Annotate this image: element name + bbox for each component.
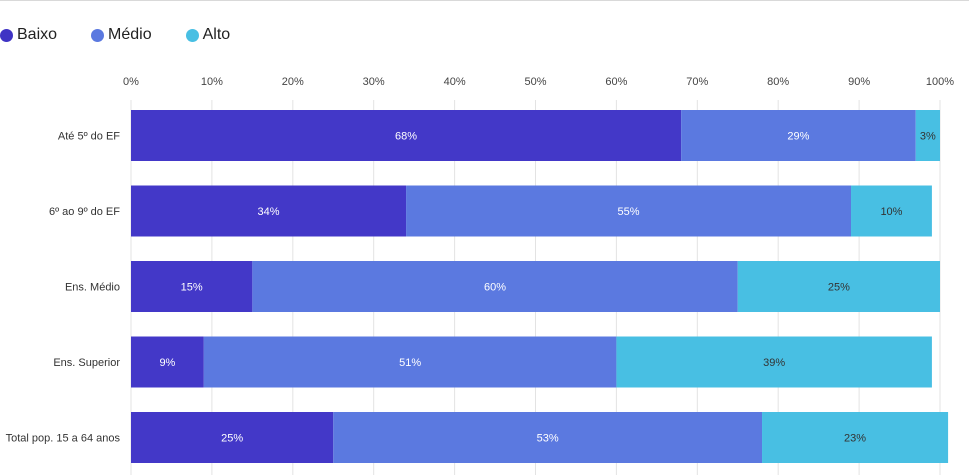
bar-segment [131, 185, 407, 237]
bar-segment [762, 412, 949, 463]
data-label: 3% [920, 131, 936, 143]
bar-segment [203, 336, 617, 388]
x-tick-label: 90% [848, 76, 870, 88]
bar-segment [851, 185, 932, 237]
bar-segment [333, 412, 763, 463]
x-tick-label: 60% [605, 76, 627, 88]
data-label: 9% [159, 357, 175, 369]
bar-segment [681, 110, 916, 161]
data-label: 25% [221, 433, 243, 445]
data-label: 34% [258, 206, 280, 218]
bar-segment [616, 336, 932, 388]
bar-segment [406, 185, 852, 237]
top-divider [0, 0, 969, 1]
chart-legend: Baixo Médio Alto [0, 24, 264, 46]
x-tick-label: 10% [201, 76, 223, 88]
bar-segment [131, 261, 253, 312]
x-tick-label: 80% [767, 76, 789, 88]
bar-segment [252, 261, 738, 312]
legend-item-baixo[interactable]: Baixo [0, 26, 57, 44]
x-tick-label: 0% [123, 76, 139, 88]
legend-item-alto[interactable]: Alto [185, 26, 231, 44]
x-tick-label: 100% [926, 76, 954, 88]
bar-segment [131, 412, 334, 463]
bar-segment [131, 336, 204, 388]
category-label: Ens. Superior [53, 357, 120, 369]
data-label: 23% [844, 433, 866, 445]
legend-marker-baixo [0, 28, 13, 42]
data-label: 25% [828, 282, 850, 294]
legend-marker-alto [185, 28, 199, 42]
category-label: Até 5º do EF [58, 131, 120, 143]
x-tick-label: 30% [363, 76, 385, 88]
legend-label-baixo: Baixo [17, 26, 58, 43]
data-label: 15% [181, 282, 203, 294]
x-tick-label: 20% [282, 76, 304, 88]
x-tick-label: 50% [524, 76, 546, 88]
data-label: 68% [395, 131, 417, 143]
data-label: 60% [484, 282, 506, 294]
legend-label-medio: Médio [108, 26, 152, 43]
legend-marker-medio [91, 28, 105, 42]
data-label: 53% [537, 433, 559, 445]
x-tick-label: 70% [686, 76, 708, 88]
data-label: 51% [399, 357, 421, 369]
category-label: Ens. Médio [65, 282, 120, 294]
data-label: 10% [880, 206, 902, 218]
data-label: 39% [763, 357, 785, 369]
data-label: 29% [787, 131, 809, 143]
legend-label-alto: Alto [202, 26, 231, 43]
x-tick-label: 40% [444, 76, 466, 88]
bar-segment [737, 261, 940, 312]
bar-segment [131, 110, 682, 161]
bar-segment [915, 110, 940, 161]
data-label: 55% [618, 206, 640, 218]
category-label: Total pop. 15 a 64 anos [6, 433, 121, 445]
legend-item-medio[interactable]: Médio [91, 26, 152, 44]
category-label: 6º ao 9º do EF [49, 206, 120, 218]
